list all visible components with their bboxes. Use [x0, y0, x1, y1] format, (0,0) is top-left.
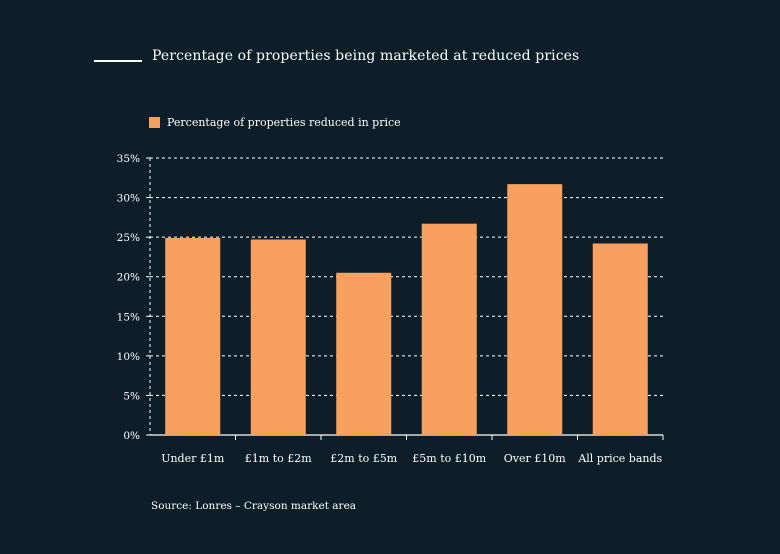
- y-tick-label: 15%: [117, 311, 140, 323]
- bar: [165, 237, 221, 435]
- chart-title: Percentage of properties being marketed …: [152, 48, 580, 64]
- y-tick-label: 35%: [117, 153, 140, 165]
- title-rule: [94, 60, 142, 62]
- bar: [336, 272, 392, 435]
- bar: [592, 243, 648, 435]
- y-tick-label: 30%: [117, 193, 140, 205]
- x-tick-label: £1m to £2m: [245, 452, 312, 465]
- y-tick-label: 5%: [123, 390, 140, 402]
- y-tick-label: 10%: [117, 351, 140, 363]
- bar: [507, 184, 563, 435]
- legend-label: Percentage of properties reduced in pric…: [167, 116, 401, 129]
- legend-swatch: [149, 117, 160, 128]
- source-note: Source: Lonres – Crayson market area: [151, 500, 357, 512]
- x-tick-label: Over £10m: [504, 452, 566, 465]
- bar: [250, 239, 306, 435]
- x-tick-label: £2m to £5m: [330, 452, 397, 465]
- bar: [421, 223, 477, 435]
- x-tick-label: All price bands: [577, 452, 662, 465]
- x-tick-label: Under £1m: [161, 452, 225, 465]
- y-tick-label: 20%: [117, 272, 140, 284]
- legend: Percentage of properties reduced in pric…: [149, 116, 401, 129]
- chart-title-row: Percentage of properties being marketed …: [94, 48, 579, 64]
- x-tick-label: £5m to £10m: [412, 452, 486, 465]
- y-tick-label: 25%: [117, 232, 140, 244]
- y-tick-label: 0%: [123, 430, 140, 442]
